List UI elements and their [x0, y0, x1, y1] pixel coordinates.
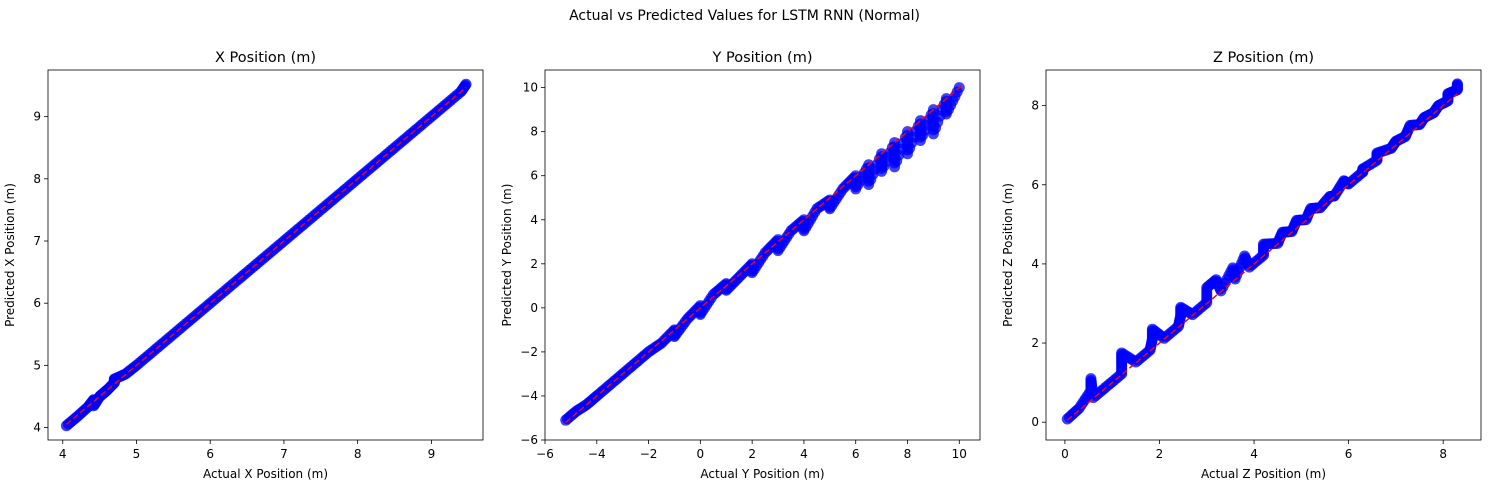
figure-title: Actual vs Predicted Values for LSTM RNN … [569, 8, 920, 24]
y-tick-label: 7 [33, 234, 41, 248]
y-tick-label: −4 [520, 389, 538, 403]
y-tick-label: 8 [33, 172, 41, 186]
x-tick-label: 2 [748, 447, 756, 461]
subplot-3: 0 2 4 6 8 0 2 4 6 8 Z Position (m) Actual Z Positio… [1001, 50, 1482, 481]
x-tick-label: −4 [588, 447, 606, 461]
y-axis-label: Predicted Z Position (m) [1001, 183, 1015, 327]
y-tick-label: 5 [33, 358, 41, 372]
y-tick-label: 0 [1031, 415, 1039, 429]
reference-line [1066, 93, 1458, 421]
x-tick-label: 0 [697, 447, 705, 461]
y-tick-label: 6 [33, 296, 41, 310]
x-tick-label: 2 [1156, 447, 1164, 461]
y-tick-label: 6 [1031, 178, 1039, 192]
x-tick-label: 6 [852, 447, 860, 461]
reference-line [565, 84, 963, 423]
x-axis-label: Actual X Position (m) [203, 467, 328, 481]
y-tick-label: 2 [1031, 336, 1039, 350]
y-axis-label: Predicted Y Position (m) [500, 184, 514, 327]
y-tick-label: 4 [1031, 257, 1039, 271]
x-tick-label: 8 [1439, 447, 1447, 461]
x-tick-label: 7 [280, 447, 288, 461]
subplot-1: 4 5 6 7 8 9 4 5 6 7 8 9 X Position (m) Actual X Posit… [3, 50, 484, 481]
x-tick-label: 6 [206, 447, 214, 461]
x-tick-label: 8 [904, 447, 912, 461]
x-tick-label: −6 [536, 447, 554, 461]
plot-frame [47, 69, 484, 441]
y-tick-label: 0 [530, 301, 538, 315]
y-tick-label: 4 [530, 213, 538, 227]
subplot-title: Y Position (m) [712, 50, 813, 66]
x-axis-label: Actual Y Position (m) [700, 467, 824, 481]
y-axis-label: Predicted X Position (m) [3, 183, 17, 327]
data-point [459, 80, 471, 92]
y-tick-label: 8 [530, 125, 538, 139]
y-tick-label: 8 [1031, 99, 1039, 113]
scatter-points [1061, 78, 1463, 425]
plot-frame [1045, 69, 1482, 441]
reference-line [65, 86, 467, 426]
x-tick-label: 4 [1250, 447, 1258, 461]
data-point [951, 86, 963, 98]
data-point [1451, 79, 1463, 91]
y-tick-label: 6 [530, 169, 538, 183]
x-tick-label: −2 [640, 447, 658, 461]
x-tick-label: 4 [59, 447, 67, 461]
plot-frame [544, 69, 981, 441]
y-tick-label: −2 [520, 345, 538, 359]
y-tick-label: −6 [520, 433, 538, 447]
subplot-title: X Position (m) [215, 50, 316, 66]
y-tick-label: 4 [33, 421, 41, 435]
x-axis-label: Actual Z Position (m) [1201, 467, 1326, 481]
x-tick-label: 6 [1345, 447, 1353, 461]
y-tick-label: 2 [530, 257, 538, 271]
x-tick-label: 10 [952, 447, 967, 461]
x-tick-label: 9 [428, 447, 436, 461]
x-tick-label: 0 [1061, 447, 1069, 461]
x-tick-label: 4 [800, 447, 808, 461]
subplot-2: −6 −4 −2 0 2 4 6 8 10 −6 −4 −2 0 2 4 6 8 10 Y Position (m)… [500, 50, 981, 481]
subplot-title: Z Position (m) [1213, 50, 1314, 66]
x-tick-label: 5 [133, 447, 141, 461]
x-tick-label: 8 [354, 447, 362, 461]
y-tick-label: 10 [523, 81, 538, 95]
y-tick-label: 9 [33, 110, 41, 124]
